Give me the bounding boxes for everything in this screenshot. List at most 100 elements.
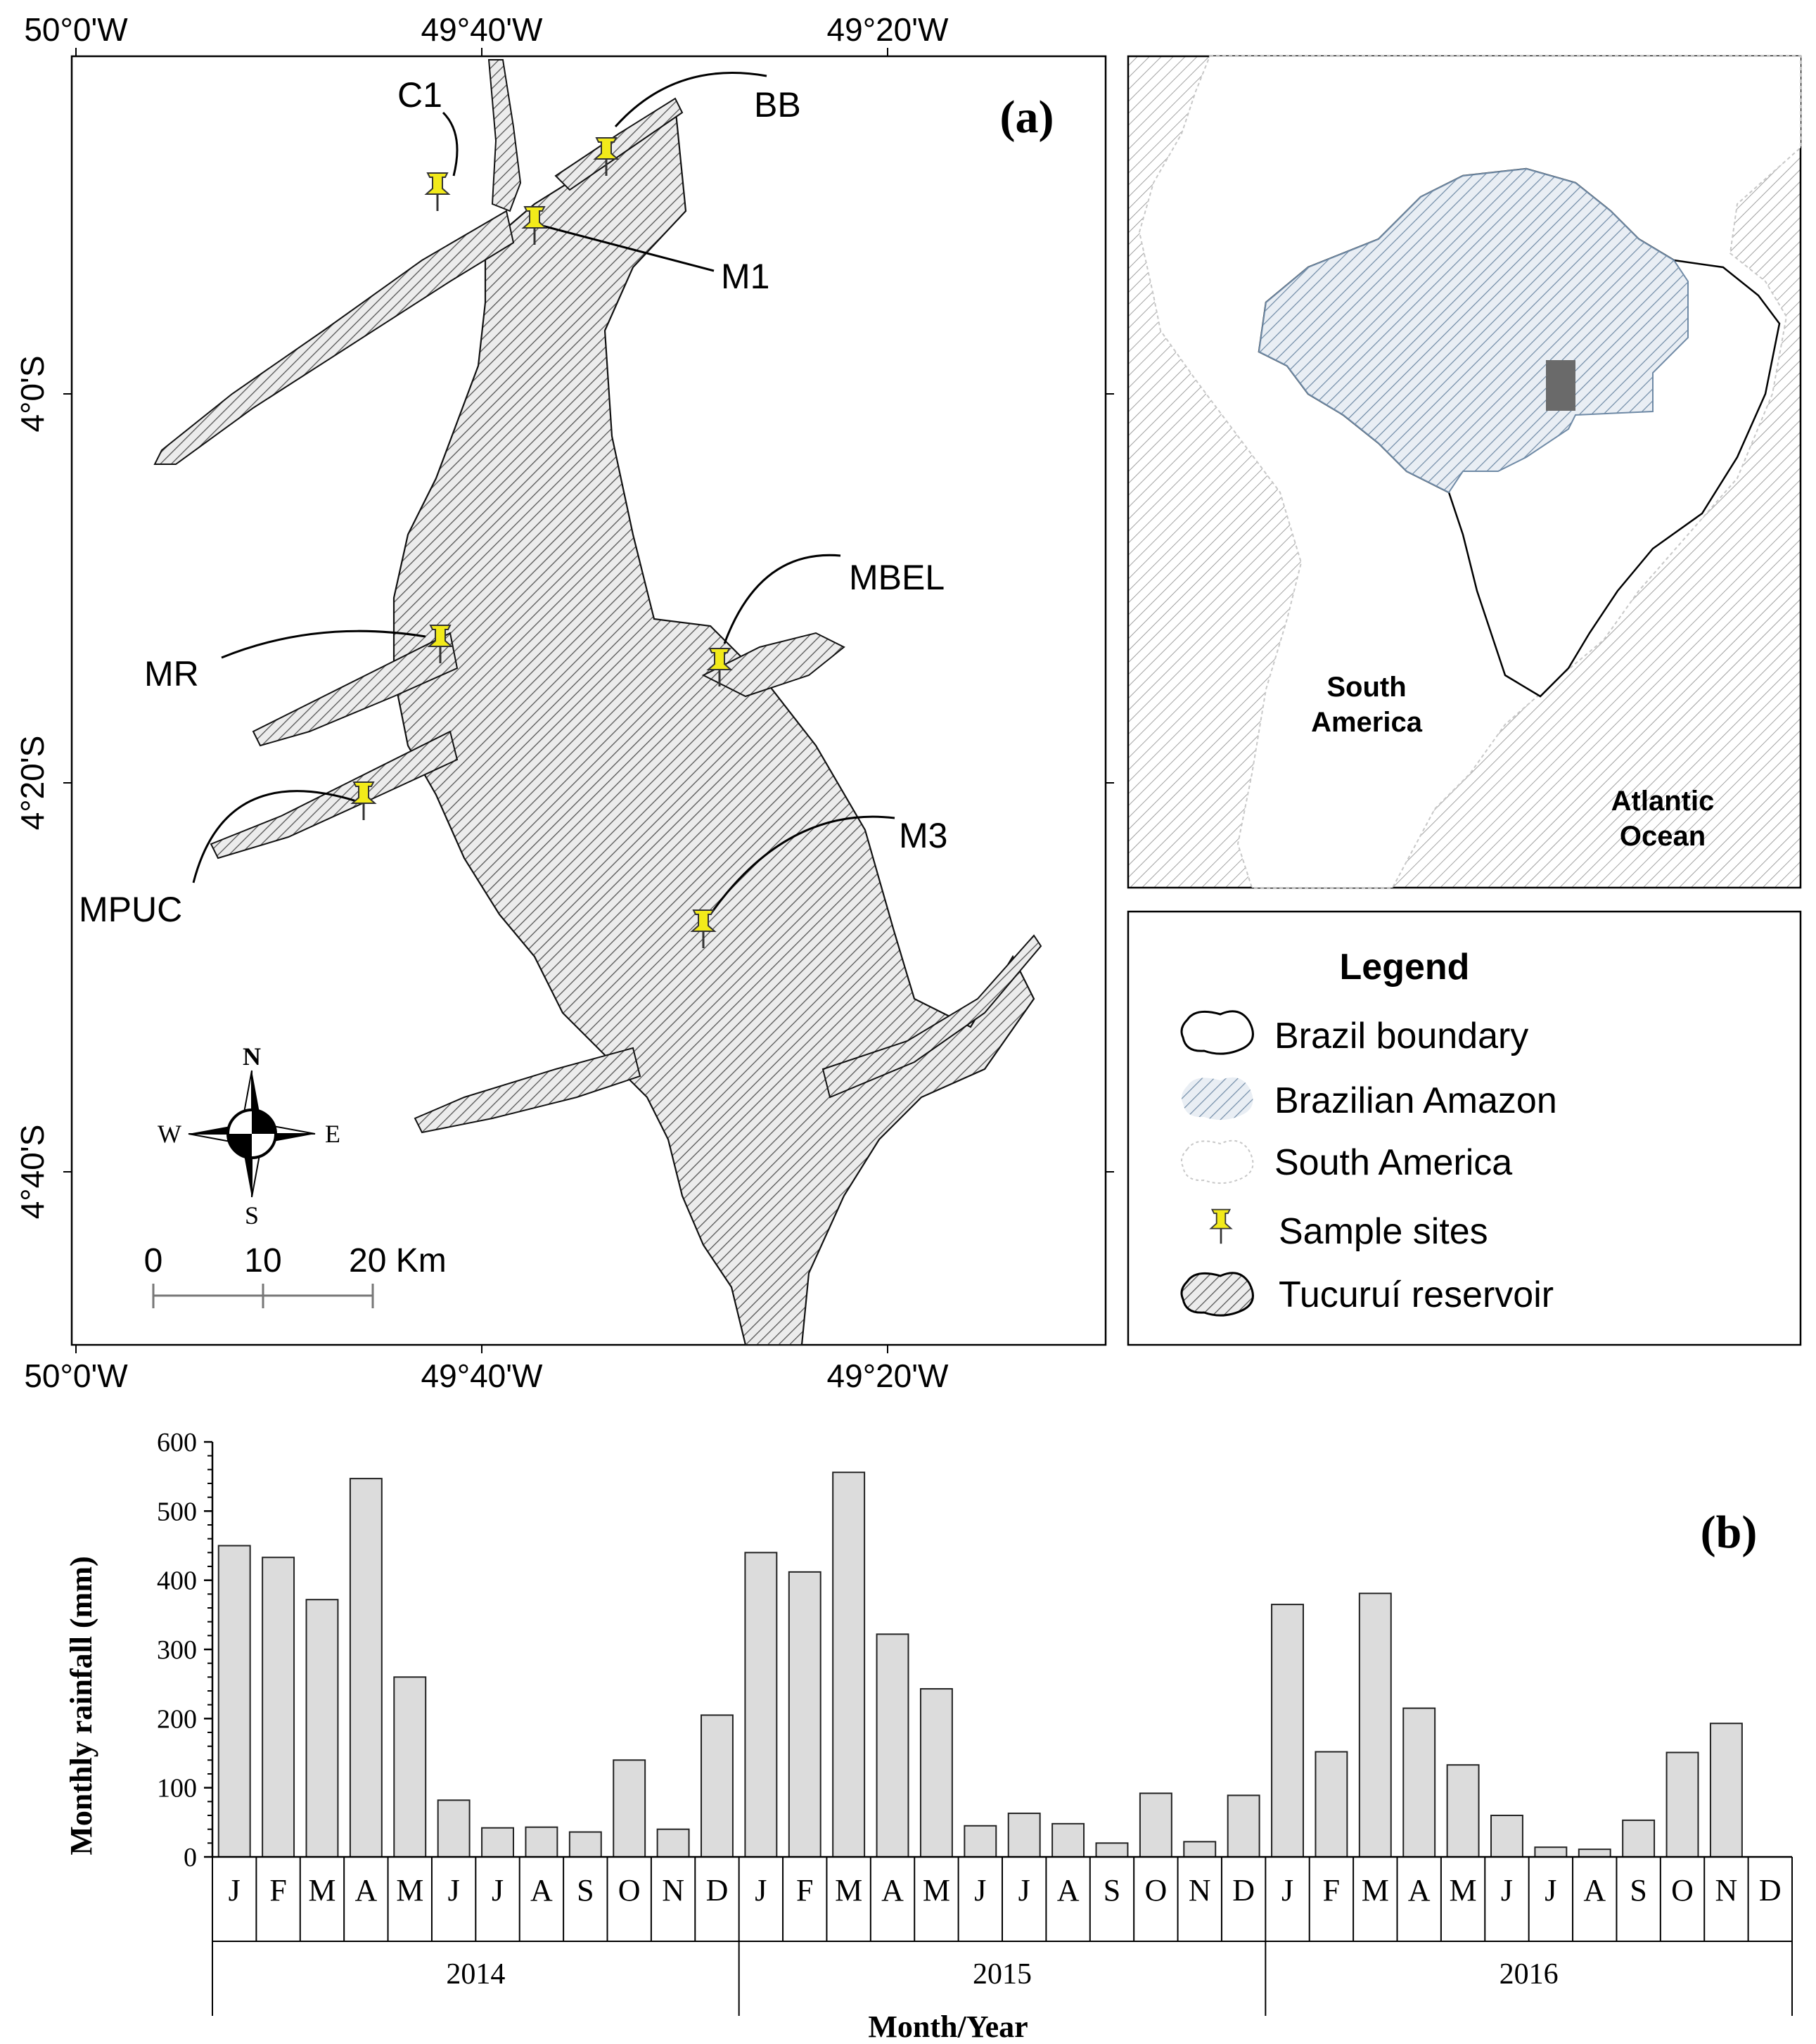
rainfall-chart: (b) Monthly rainfall (mm) Month/Year 0 10…: [64, 1428, 1793, 2044]
rainfall-bar: [525, 1826, 558, 1858]
map-left-tick-1: 4°20'S: [14, 736, 51, 831]
reservoir-ne-arm: [554, 97, 684, 191]
rainfall-bar: [393, 1676, 427, 1858]
legend-label-tucurui-reservoir: Tucuruí reservoir: [1279, 1275, 1554, 1315]
sample-sites: C1 BB M1 MBEL MR MPUC M3: [79, 72, 947, 950]
map-top-tick-1: 49°40'W: [421, 11, 544, 48]
rainfall-bar: [744, 1552, 778, 1858]
month-label: J: [229, 1873, 241, 1908]
y-tick-label: 200: [157, 1704, 197, 1734]
reservoir-s-west-arm: [414, 1047, 641, 1134]
month-label: A: [881, 1873, 904, 1908]
study-area-box: [1546, 360, 1575, 411]
month-label: S: [577, 1873, 594, 1908]
rainfall-bar: [1007, 1813, 1041, 1858]
map-left-tick-0: 4°0'S: [14, 355, 51, 432]
rainfall-bar: [1446, 1764, 1480, 1858]
chart-x-axis: J F M A M J J A S O N D J F M A M J J A S O N D J F M A M J J A S O N D2014…: [212, 1855, 1793, 2016]
dotted-blob-icon: [1181, 1139, 1254, 1184]
map-bottom-tick-1: 49°40'W: [421, 1358, 544, 1394]
legend-label-brazil-boundary: Brazil boundary: [1274, 1016, 1528, 1056]
reservoir-west-arm: [252, 632, 459, 747]
rainfall-bar: [1358, 1592, 1392, 1858]
compass-e: E: [325, 1120, 340, 1148]
map-bottom-tick-2: 49°20'W: [827, 1358, 949, 1394]
brazilian-amazon-region: [1258, 167, 1689, 494]
rainfall-bar: [1622, 1819, 1656, 1858]
month-label: S: [1630, 1873, 1646, 1908]
year-label: 2015: [973, 1958, 1032, 1991]
inset-map: South America Atlantic Ocean: [1127, 55, 1802, 889]
reservoir-river-channel: [487, 59, 522, 212]
rainfall-bar: [876, 1633, 909, 1858]
year-label: 2016: [1500, 1958, 1559, 1991]
legend-label-brazilian-amazon: Brazilian Amazon: [1274, 1080, 1557, 1121]
month-label: J: [1281, 1873, 1293, 1908]
month-label: N: [1189, 1873, 1211, 1908]
month-label: O: [618, 1873, 641, 1908]
month-label: F: [269, 1873, 286, 1908]
compass-n: N: [243, 1042, 261, 1071]
leader-line-mbel: [723, 554, 841, 644]
rainfall-bar: [1534, 1846, 1568, 1858]
leader-line-mr: [221, 630, 426, 659]
rainfall-bar: [1709, 1723, 1743, 1858]
rainfall-bar: [305, 1599, 339, 1858]
site-label-m1: M1: [721, 257, 769, 296]
rainfall-bar: [437, 1799, 471, 1858]
map-legend: Legend Brazil boundary Brazilian Amazon …: [1127, 910, 1802, 1346]
legend-label-sample-sites: Sample sites: [1279, 1211, 1488, 1252]
rainfall-bar: [1315, 1751, 1348, 1858]
reservoir-se-arm: [821, 934, 1042, 1099]
y-tick-label: 500: [157, 1497, 197, 1526]
leader-line-mpuc: [192, 790, 359, 883]
y-tick-label: 600: [157, 1428, 197, 1457]
month-label: M: [835, 1873, 862, 1908]
rainfall-bar: [262, 1557, 295, 1858]
month-label: M: [396, 1873, 423, 1908]
leader-line-m1: [534, 222, 715, 272]
reservoir-nw-arm: [153, 210, 515, 465]
site-label-mr: MR: [144, 654, 199, 694]
scale-label-10: 10: [244, 1242, 281, 1279]
month-label: A: [1583, 1873, 1606, 1908]
month-label: M: [923, 1873, 950, 1908]
month-label: F: [1323, 1873, 1340, 1908]
blue-hatch-icon: [1182, 1077, 1253, 1120]
scale-bar: 0 10 20 Km: [144, 1242, 447, 1308]
rainfall-bar: [1095, 1842, 1129, 1858]
map-panel: 50°0'W 49°40'W 49°20'W 50°0'W 49°40'W 49…: [14, 11, 1114, 1394]
rainfall-bar: [964, 1825, 997, 1858]
chart-ylabel: Monthly rainfall (mm): [64, 1556, 98, 1855]
compass-s: S: [245, 1201, 259, 1229]
leader-line-bb: [614, 72, 767, 128]
gray-hatch-icon: [1180, 1272, 1254, 1317]
month-label: D: [706, 1873, 729, 1908]
month-label: M: [1362, 1873, 1389, 1908]
month-label: J: [974, 1873, 986, 1908]
map-bottom-tick-0: 50°0'W: [24, 1358, 128, 1394]
rainfall-bar: [1402, 1707, 1436, 1858]
site-label-c1: C1: [397, 75, 442, 115]
inset-label-ocean: Ocean: [1620, 821, 1706, 852]
rainfall-bar: [656, 1828, 690, 1858]
compass-rose-icon: N S E W: [158, 1042, 340, 1229]
inset-label-america: America: [1311, 707, 1423, 738]
month-label: M: [1450, 1873, 1477, 1908]
map-top-tick-0: 50°0'W: [24, 11, 128, 48]
legend-title: Legend: [1340, 947, 1470, 988]
month-label: D: [1759, 1873, 1782, 1908]
rainfall-bar: [1183, 1841, 1217, 1858]
y-tick-label: 100: [157, 1774, 197, 1803]
map-coordinate-ticks: [63, 48, 1114, 1353]
month-label: A: [1057, 1873, 1080, 1908]
rainfall-bar: [1578, 1848, 1611, 1858]
rainfall-bar: [1051, 1822, 1085, 1858]
legend-frame: [1127, 910, 1802, 1346]
y-tick-label: 0: [184, 1843, 197, 1872]
year-label: 2014: [446, 1958, 505, 1991]
rainfall-bar: [919, 1688, 953, 1858]
site-label-bb: BB: [754, 85, 801, 124]
month-label: N: [1715, 1873, 1738, 1908]
map-left-tick-2: 4°40'S: [14, 1125, 51, 1220]
